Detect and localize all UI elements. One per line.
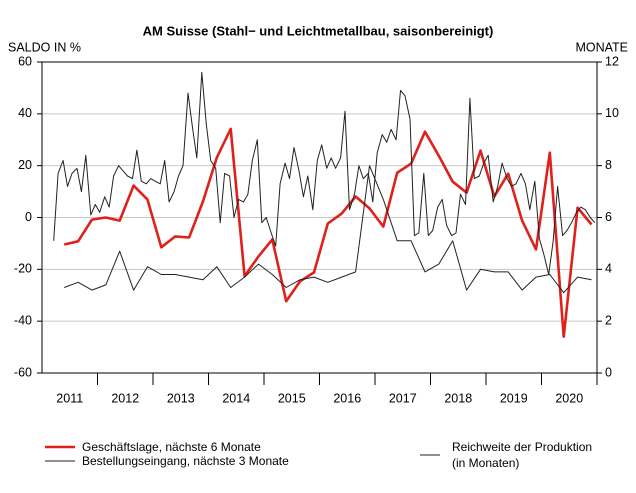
y2-tick-label: 4 <box>605 262 612 276</box>
y-tick-label: -40 <box>14 313 32 327</box>
x-tick-label: 2013 <box>167 391 195 405</box>
legend-label: Geschäftslage, nächste 6 Monate <box>82 440 261 454</box>
x-tick-label: 2018 <box>444 391 472 405</box>
x-tick-label: 2015 <box>278 391 306 405</box>
y2-axis-label: MONATE <box>575 40 628 54</box>
y-tick-label: -60 <box>14 365 32 379</box>
y-tick-label: 40 <box>18 106 32 120</box>
x-tick-label: 2017 <box>389 391 417 405</box>
y-tick-label: 20 <box>18 158 32 172</box>
y2-tick-label: 6 <box>605 210 612 224</box>
y-tick-label: -20 <box>14 262 32 276</box>
y-axis-label: SALDO IN % <box>8 40 81 54</box>
y-tick-label: 0 <box>25 210 32 224</box>
legend-label: Bestellungseingang, nächste 3 Monate <box>82 454 289 468</box>
x-tick-label: 2019 <box>500 391 528 405</box>
chart-title: AM Suisse (Stahl− und Leichtmetallbau, s… <box>143 23 494 38</box>
y2-tick-label: 12 <box>605 54 619 68</box>
x-tick-label: 2020 <box>555 391 583 405</box>
series-line <box>63 127 593 338</box>
series-line <box>53 71 596 275</box>
y2-tick-label: 10 <box>605 106 619 120</box>
plot-frame <box>41 61 598 374</box>
legend-label: Reichweite der Produktion (in Monaten) <box>452 440 593 470</box>
x-tick-label: 2016 <box>333 391 361 405</box>
y2-tick-label: 8 <box>605 158 612 172</box>
y2-tick-label: 0 <box>605 365 612 379</box>
y2-tick-label: 2 <box>605 313 612 327</box>
series-line <box>64 165 592 294</box>
x-tick-label: 2011 <box>56 391 83 405</box>
x-tick-label: 2014 <box>222 391 250 405</box>
y-tick-label: 60 <box>18 54 32 68</box>
x-tick-label: 2012 <box>111 391 139 405</box>
